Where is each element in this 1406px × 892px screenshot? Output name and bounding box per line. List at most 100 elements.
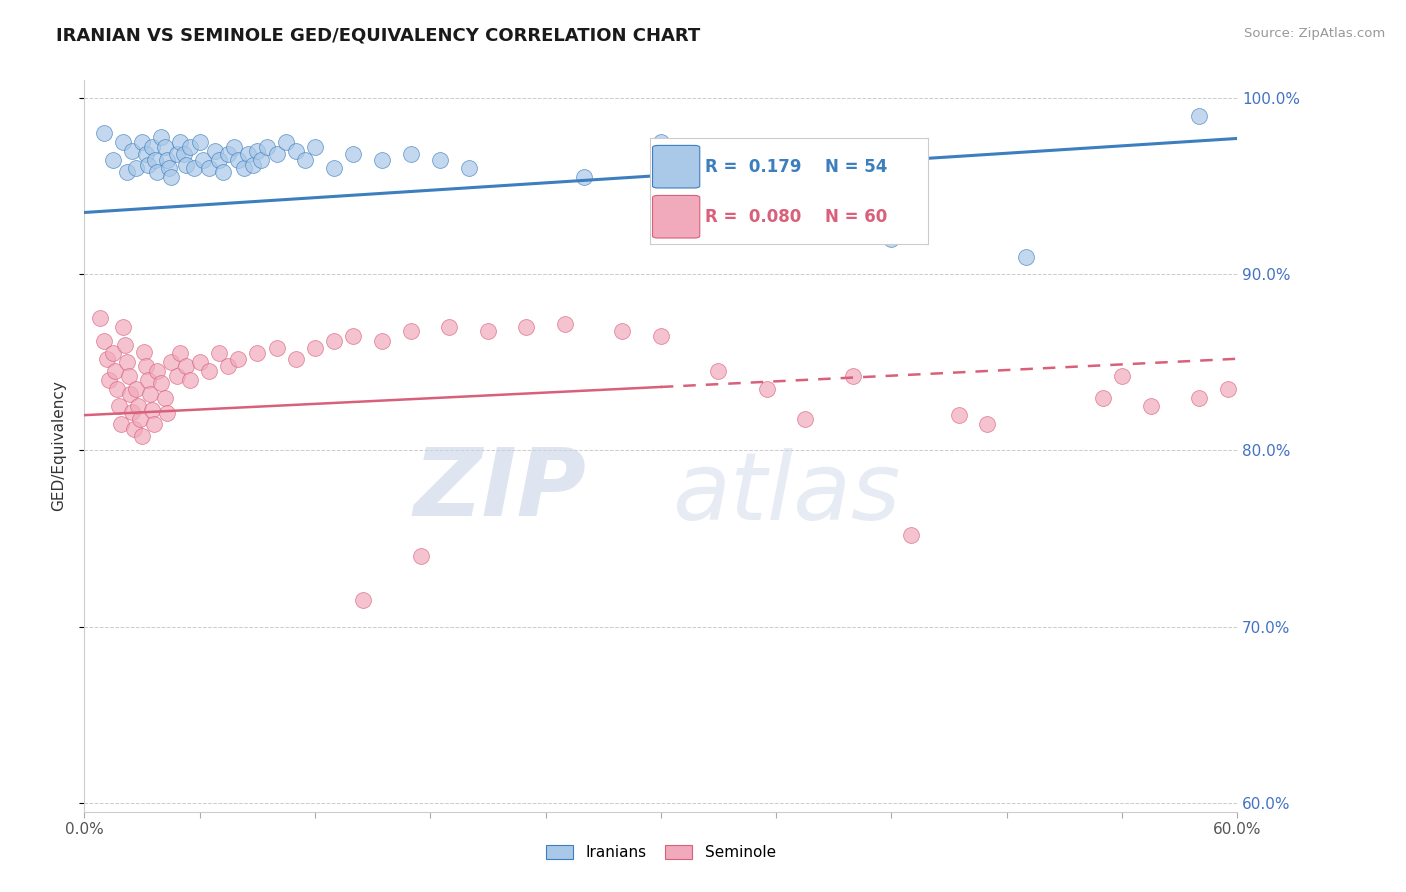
Point xyxy=(142,417,165,431)
Point xyxy=(650,329,672,343)
Point xyxy=(103,346,124,360)
Point xyxy=(650,135,672,149)
Point xyxy=(1015,250,1038,264)
Point xyxy=(457,161,479,176)
FancyBboxPatch shape xyxy=(652,195,700,238)
Point xyxy=(294,153,316,167)
Legend: Iranians, Seminole: Iranians, Seminole xyxy=(540,838,782,866)
Point xyxy=(218,359,240,373)
Point xyxy=(115,165,138,179)
Point xyxy=(117,369,139,384)
Point xyxy=(166,369,188,384)
Point xyxy=(554,317,576,331)
Point xyxy=(135,359,157,373)
Point xyxy=(250,153,273,167)
Point xyxy=(208,346,231,360)
Point xyxy=(880,232,903,246)
Point xyxy=(160,355,183,369)
Point xyxy=(399,324,422,338)
Point xyxy=(146,364,169,378)
Point xyxy=(515,320,537,334)
Point xyxy=(1091,391,1114,405)
Text: N = 60: N = 60 xyxy=(825,208,887,226)
Point xyxy=(124,422,146,436)
Point xyxy=(125,161,148,176)
Point xyxy=(98,373,121,387)
Point xyxy=(179,140,201,154)
Point xyxy=(174,359,197,373)
Text: N = 54: N = 54 xyxy=(825,158,887,176)
Point xyxy=(157,161,180,176)
Point xyxy=(198,364,221,378)
Point xyxy=(246,346,269,360)
Point xyxy=(169,135,191,149)
Point xyxy=(188,135,211,149)
Point xyxy=(211,165,233,179)
Point xyxy=(198,161,221,176)
Point xyxy=(146,165,169,179)
Point xyxy=(794,411,817,425)
Point xyxy=(948,408,970,422)
Point xyxy=(141,140,163,154)
Point xyxy=(284,351,307,366)
Point xyxy=(477,324,499,338)
Point xyxy=(173,147,195,161)
Text: R =  0.080: R = 0.080 xyxy=(706,208,801,226)
Point xyxy=(166,147,188,161)
Point xyxy=(96,351,118,366)
Point xyxy=(323,161,346,176)
Point xyxy=(105,382,128,396)
Point xyxy=(121,144,143,158)
Point xyxy=(226,153,249,167)
Point xyxy=(89,311,111,326)
Point xyxy=(1140,400,1163,414)
Point xyxy=(572,170,595,185)
Point xyxy=(183,161,205,176)
Point xyxy=(108,400,131,414)
Point xyxy=(188,355,211,369)
Point xyxy=(135,147,157,161)
Point xyxy=(352,593,374,607)
Point xyxy=(439,320,461,334)
Point xyxy=(160,170,183,185)
Point xyxy=(276,135,298,149)
Point xyxy=(141,402,163,417)
Point xyxy=(242,158,264,172)
Point xyxy=(266,341,288,355)
Point xyxy=(900,528,922,542)
Point xyxy=(755,382,778,396)
Point xyxy=(256,140,278,154)
Point xyxy=(1216,382,1239,396)
Point xyxy=(131,429,153,443)
Point xyxy=(1188,109,1211,123)
Point xyxy=(127,400,149,414)
Point xyxy=(138,387,160,401)
Point xyxy=(284,144,307,158)
Point xyxy=(208,153,231,167)
Point xyxy=(93,334,115,348)
Point xyxy=(132,344,155,359)
Point xyxy=(121,404,143,418)
Point xyxy=(371,153,394,167)
Point xyxy=(707,364,730,378)
Point xyxy=(93,126,115,140)
Point xyxy=(103,153,124,167)
Text: IRANIAN VS SEMINOLE GED/EQUIVALENCY CORRELATION CHART: IRANIAN VS SEMINOLE GED/EQUIVALENCY CORR… xyxy=(56,27,700,45)
Text: Source: ZipAtlas.com: Source: ZipAtlas.com xyxy=(1244,27,1385,40)
Point xyxy=(612,324,634,338)
Point xyxy=(1111,369,1133,384)
Point xyxy=(204,144,226,158)
FancyBboxPatch shape xyxy=(652,145,700,188)
Point xyxy=(104,364,127,378)
Point xyxy=(429,153,451,167)
Text: atlas: atlas xyxy=(672,448,901,539)
Point xyxy=(111,135,134,149)
Point xyxy=(136,373,159,387)
Point xyxy=(179,373,201,387)
Point xyxy=(323,334,346,348)
Point xyxy=(842,369,865,384)
Point xyxy=(342,329,364,343)
Point xyxy=(246,144,269,158)
Point xyxy=(125,382,148,396)
Point xyxy=(169,346,191,360)
